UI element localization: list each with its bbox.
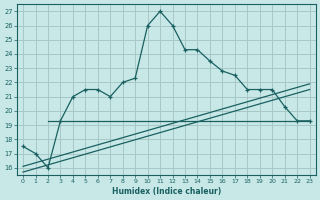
X-axis label: Humidex (Indice chaleur): Humidex (Indice chaleur) bbox=[112, 187, 221, 196]
